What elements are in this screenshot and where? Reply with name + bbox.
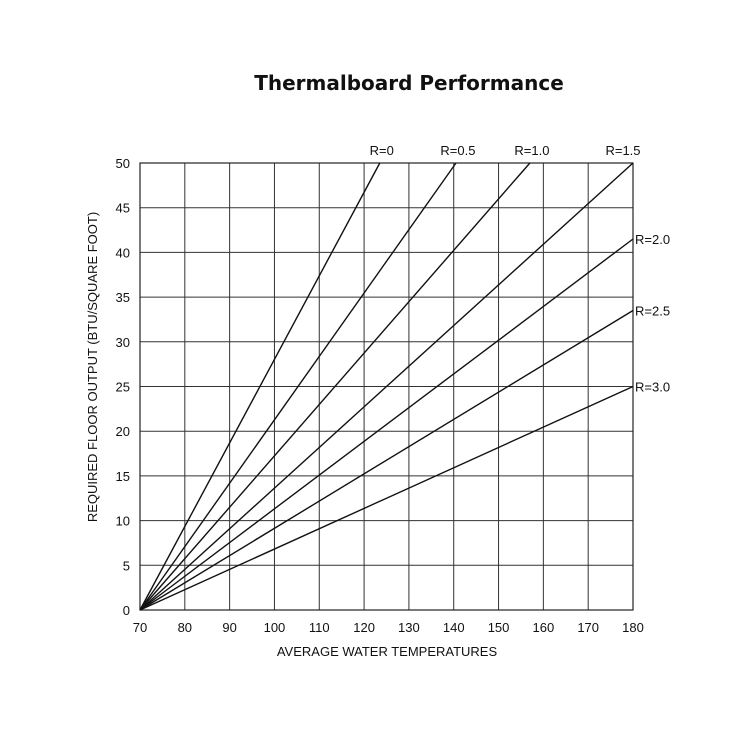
series-label: R=2.0 xyxy=(635,232,670,247)
series-label: R=1.0 xyxy=(514,143,549,158)
y-tick-label: 10 xyxy=(116,514,130,529)
x-tick-label: 70 xyxy=(133,620,147,635)
x-tick-label: 140 xyxy=(443,620,465,635)
x-tick-label: 120 xyxy=(353,620,375,635)
x-tick-label: 160 xyxy=(533,620,555,635)
x-tick-label: 130 xyxy=(398,620,420,635)
y-tick-label: 50 xyxy=(116,156,130,171)
x-axis-label: AVERAGE WATER TEMPERATURES xyxy=(277,644,498,659)
series-line xyxy=(139,238,634,611)
x-tick-label: 150 xyxy=(488,620,510,635)
x-tick-label: 110 xyxy=(309,620,330,635)
series-line xyxy=(139,162,531,611)
x-tick-label: 100 xyxy=(264,620,286,635)
series-line xyxy=(139,162,457,611)
series-label: R=0 xyxy=(370,143,394,158)
series-line xyxy=(139,385,634,611)
series-line xyxy=(139,162,634,611)
y-tick-label: 45 xyxy=(116,201,130,216)
y-tick-label: 20 xyxy=(116,424,130,439)
series-label: R=2.5 xyxy=(635,304,670,319)
series-line xyxy=(139,309,634,611)
y-axis-label: REQUIRED FLOOR OUTPUT (BTU/SQUARE FOOT) xyxy=(85,212,100,522)
x-tick-label: 180 xyxy=(622,620,644,635)
series-label: R=0.5 xyxy=(440,143,475,158)
series-line xyxy=(139,162,381,611)
y-tick-label: 5 xyxy=(123,558,130,573)
y-tick-label: 0 xyxy=(123,603,130,618)
x-tick-label: 170 xyxy=(577,620,599,635)
series-group: R=0 R=0.5 R=1.0 R=1.5 R=2.0 R=2.5 R=3.0 xyxy=(139,143,670,611)
series-label: R=1.5 xyxy=(605,143,640,158)
series-label: R=3.0 xyxy=(635,380,670,395)
y-tick-label: 30 xyxy=(116,335,130,350)
tick-group: 70 80 90 100 110 120 130 140 150 160 170 180 0 5 10 15 2… xyxy=(116,156,644,635)
chart-title: Thermalboard Performance xyxy=(254,71,564,95)
y-tick-label: 15 xyxy=(116,469,130,484)
y-tick-label: 25 xyxy=(116,380,130,395)
y-tick-label: 40 xyxy=(116,245,130,260)
y-tick-label: 35 xyxy=(116,290,130,305)
x-tick-label: 80 xyxy=(178,620,192,635)
x-tick-label: 90 xyxy=(222,620,236,635)
